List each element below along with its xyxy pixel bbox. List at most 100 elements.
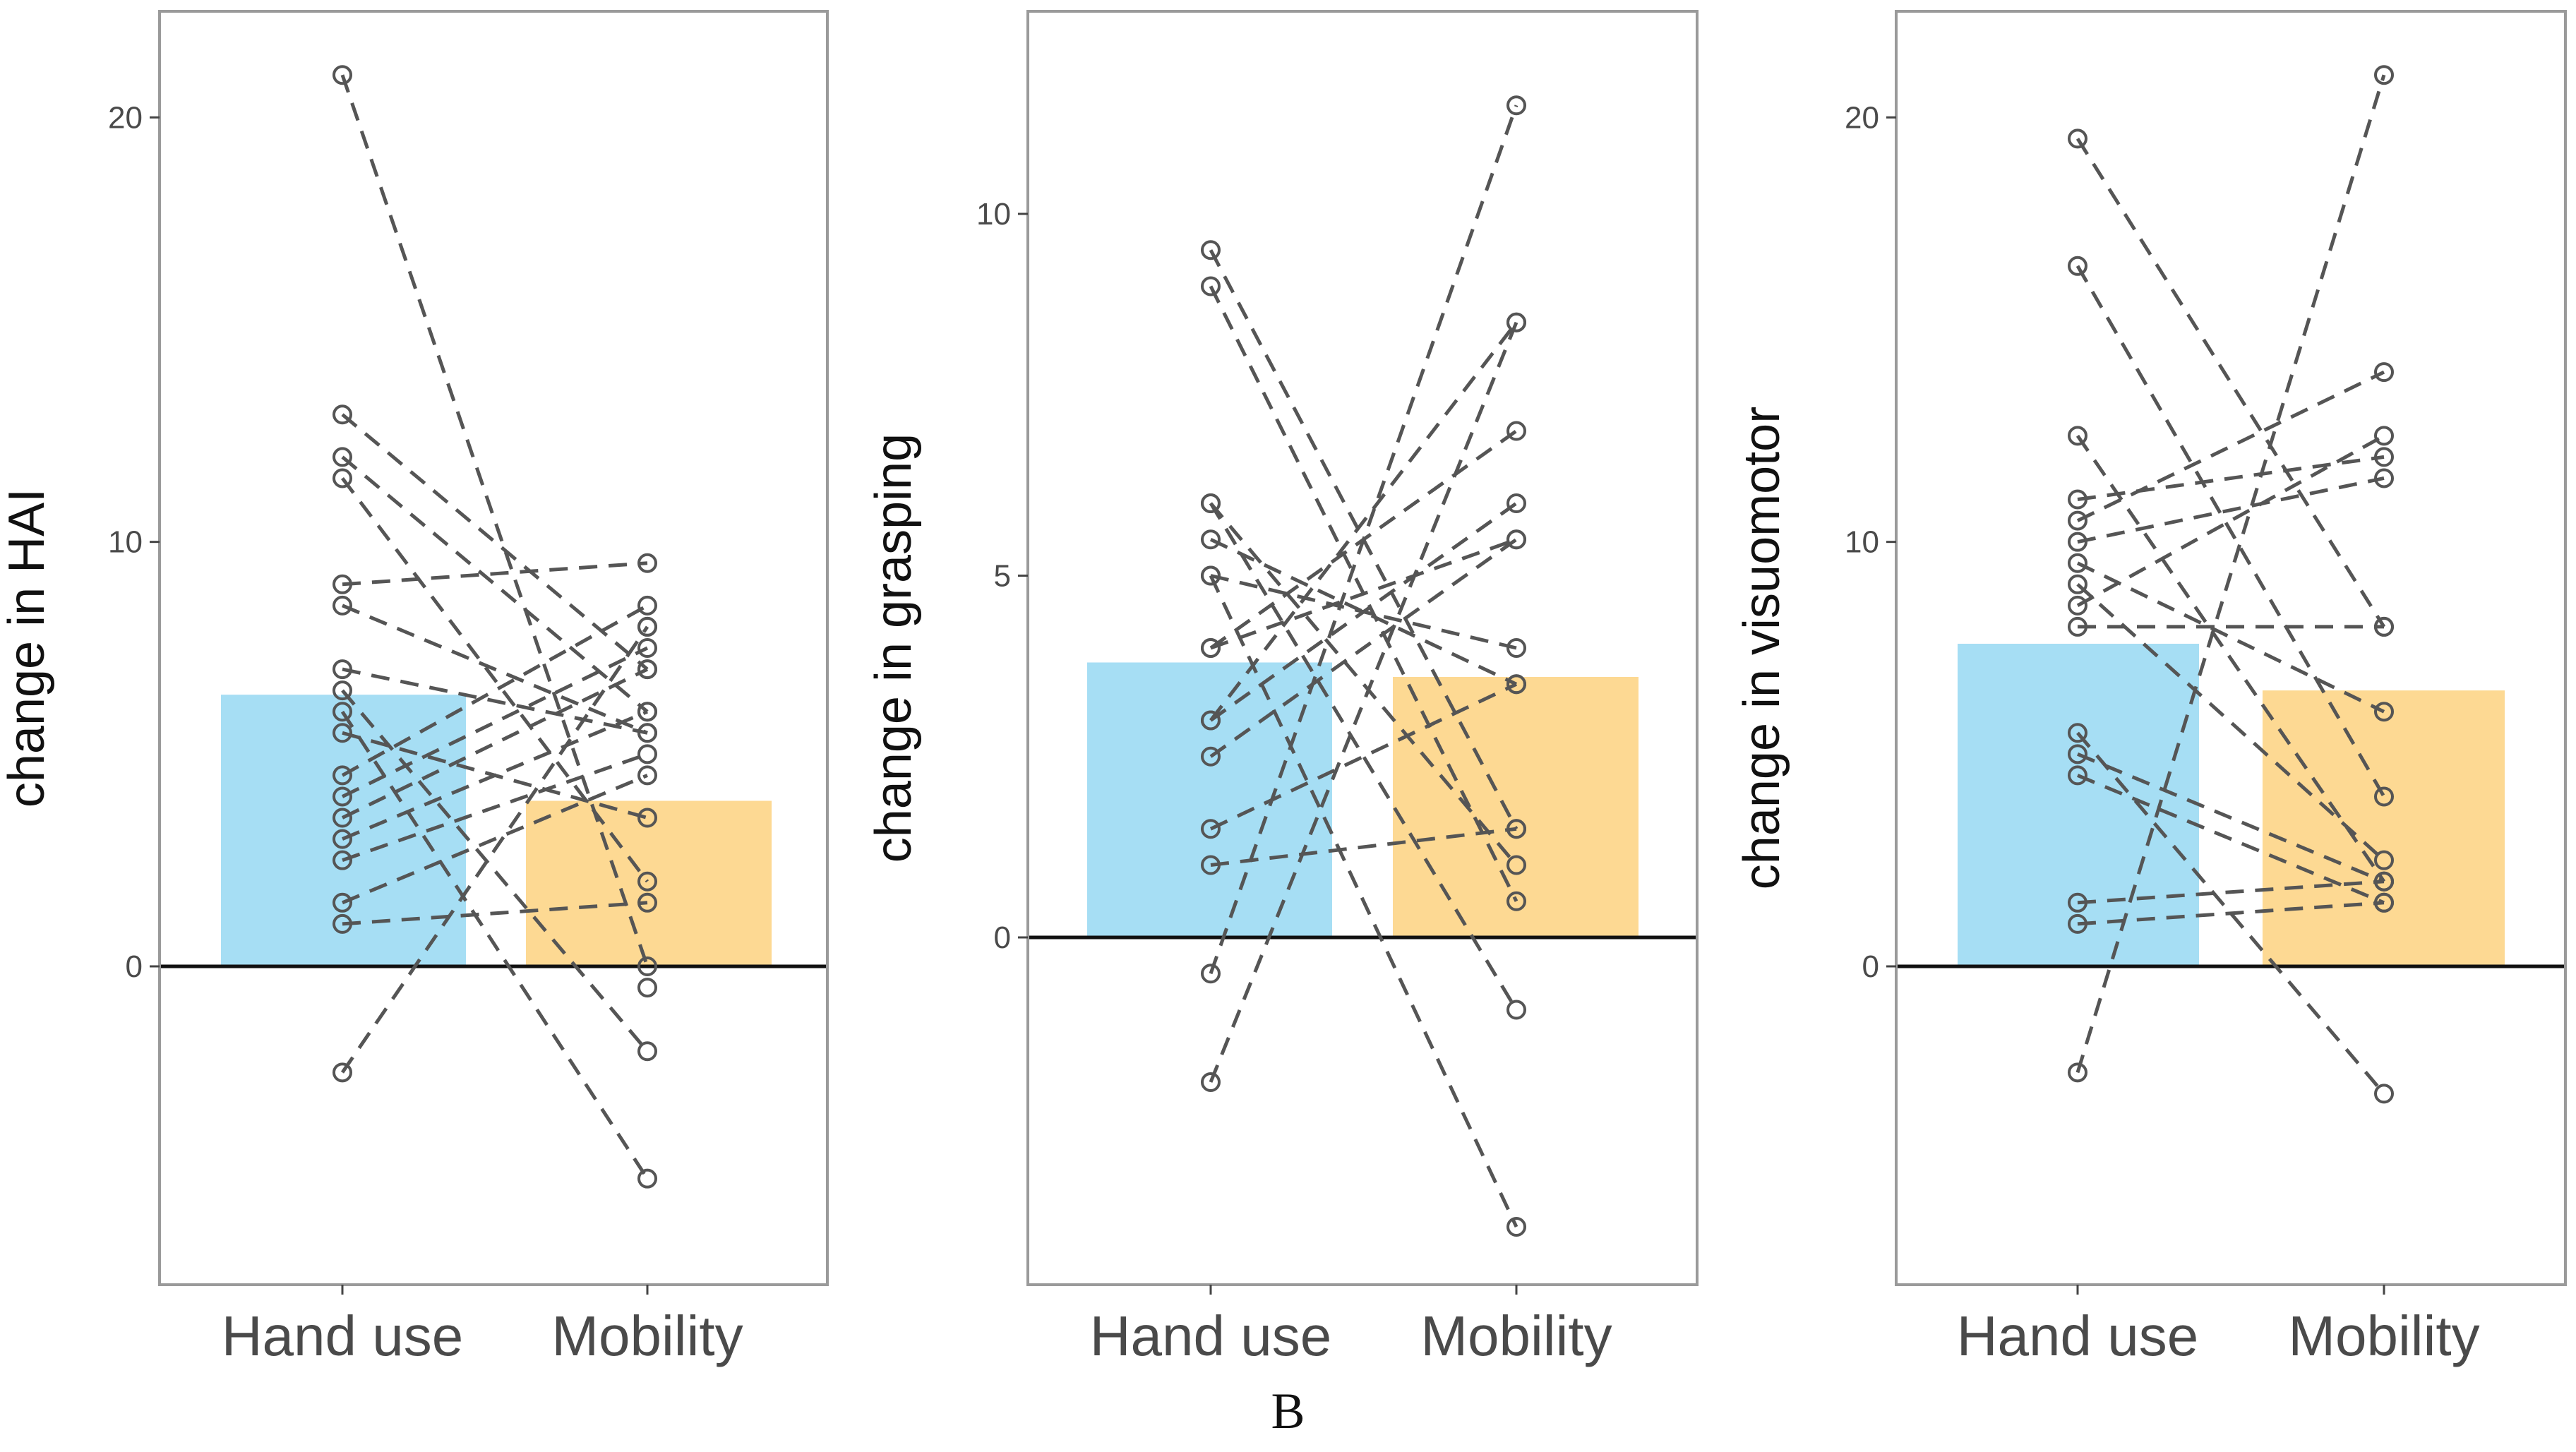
point-hand-use-14	[333, 829, 352, 849]
point-hand-use-11	[1201, 710, 1221, 731]
point-mobility-14	[1506, 819, 1526, 839]
point-hand-use-1	[2068, 128, 2087, 149]
pair-line-3	[1209, 502, 1518, 1011]
point-mobility-15	[637, 744, 657, 764]
pair-line-14	[1210, 827, 1517, 867]
pair-line-15	[2077, 901, 2385, 926]
pair-line-11	[2076, 731, 2385, 1096]
point-hand-use-5	[333, 574, 352, 594]
pair-line-12	[1209, 538, 1518, 758]
point-hand-use-9	[1201, 638, 1221, 658]
x-category-label: Mobility	[2288, 1304, 2479, 1367]
pair-line-12	[2077, 752, 2385, 884]
y-axis-title: change in HAI	[0, 488, 55, 808]
point-hand-use-6	[333, 595, 352, 616]
pair-line-14	[2077, 880, 2385, 905]
point-mobility-13	[1506, 674, 1526, 695]
point-hand-use-14	[1201, 855, 1221, 875]
point-mobility-9	[637, 1168, 657, 1189]
point-hand-use-7	[333, 659, 352, 680]
bar-hand-use	[1087, 662, 1332, 937]
pair-line-18	[340, 625, 649, 1074]
y-tick-label: 20	[108, 100, 143, 135]
point-mobility-extra-2	[637, 616, 657, 637]
point-mobility-4	[1506, 855, 1526, 875]
pair-line-16	[2075, 74, 2386, 1074]
point-hand-use-16	[333, 892, 352, 913]
point-hand-use-2	[333, 404, 352, 425]
pair-line-2	[2075, 265, 2386, 798]
point-mobility-3	[1506, 1000, 1526, 1020]
point-hand-use-16	[1201, 1072, 1221, 1092]
point-mobility-14	[2374, 871, 2394, 892]
pair-line-13	[341, 667, 649, 820]
panel-frame	[1026, 10, 1699, 1286]
pair-line-8	[341, 689, 649, 1052]
pair-line-3	[2075, 434, 2386, 883]
y-tick-label: 0	[994, 920, 1011, 955]
point-hand-use-9	[333, 702, 352, 722]
point-hand-use-5	[2068, 510, 2087, 531]
pair-line-7	[2076, 561, 2385, 714]
chart-panel-3: 0 10 20 Hand use Mobility change in visuomoto…	[1734, 10, 2567, 1367]
point-hand-use-16	[2068, 1062, 2087, 1083]
x-category-label: Mobility	[1420, 1304, 1612, 1367]
pair-line-15	[342, 752, 648, 863]
point-mobility-9	[1506, 421, 1526, 441]
point-mobility-15	[2374, 892, 2394, 913]
pair-line-4	[1209, 502, 1518, 867]
pair-line-1	[2075, 138, 2386, 628]
pair-line-16	[342, 774, 648, 905]
point-hand-use-11	[2068, 723, 2087, 743]
point-hand-use-1	[1201, 240, 1221, 260]
bar-hand-use	[1958, 643, 2199, 966]
point-hand-use-14	[2068, 892, 2087, 913]
pair-line-14	[342, 709, 648, 841]
panel-frame	[1895, 10, 2567, 1286]
point-hand-use-2	[2068, 256, 2087, 276]
point-hand-use-10	[2068, 616, 2087, 637]
x-category-label: Hand use	[222, 1304, 463, 1367]
pair-line-8	[1210, 537, 1517, 650]
point-mobility-5	[637, 553, 657, 573]
pair-line-3	[341, 455, 649, 714]
point-hand-use-7	[1201, 565, 1221, 586]
pair-line-16	[1209, 321, 1518, 1083]
point-hand-use-9	[2068, 595, 2087, 616]
point-hand-use-4	[333, 468, 352, 488]
chart-panel-1: 0 10 20 Hand use Mobility change in HAI	[0, 10, 829, 1367]
y-tick-label: 0	[126, 949, 143, 984]
figure-caption: B	[1271, 1383, 1305, 1439]
point-mobility-12	[637, 638, 657, 658]
point-hand-use-12	[2068, 744, 2087, 764]
point-mobility-15	[1506, 95, 1526, 116]
point-mobility-6	[1506, 638, 1526, 658]
point-mobility-10	[2374, 616, 2394, 637]
point-hand-use-13	[1201, 819, 1221, 839]
point-hand-use-8	[333, 680, 352, 701]
pair-line-5	[342, 561, 648, 587]
point-mobility-10	[1506, 493, 1526, 513]
point-mobility-5	[2374, 362, 2394, 383]
point-hand-use-8	[2068, 574, 2087, 594]
point-hand-use-11	[333, 765, 352, 786]
point-mobility-10	[637, 808, 657, 828]
pair-line-11	[1209, 321, 1518, 722]
point-mobility-2	[2374, 786, 2394, 807]
point-mobility-11	[2374, 1084, 2394, 1104]
point-mobility-7	[637, 723, 657, 743]
y-tick-label: 0	[1862, 949, 1879, 984]
x-category-label: Hand use	[1957, 1304, 2198, 1367]
point-hand-use-3	[333, 447, 352, 467]
panel-frame	[158, 10, 829, 1286]
point-hand-use-13	[333, 808, 352, 828]
y-tick-label: 5	[994, 559, 1011, 594]
y-tick-label: 20	[1845, 100, 1879, 135]
point-mobility-extra-1	[637, 978, 657, 998]
point-mobility-7	[1506, 1217, 1526, 1237]
bar-mobility	[526, 800, 772, 966]
point-hand-use-1	[333, 65, 352, 85]
point-hand-use-15	[2068, 913, 2087, 934]
point-mobility-12	[1506, 529, 1526, 550]
